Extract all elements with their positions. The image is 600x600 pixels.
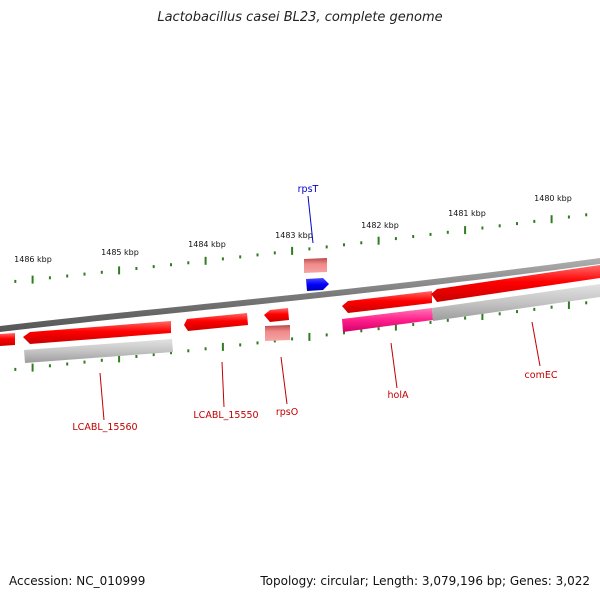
gene-label-LCABL_15550[interactable]: LCABL_15550: [193, 410, 258, 421]
tick-label-1486: 1486 kbp: [14, 255, 52, 264]
gene-label-rpsO[interactable]: rpsO: [276, 407, 298, 418]
gene-feature-LCABL_15550[interactable]: [184, 313, 248, 331]
rna-feature-rpsT: [304, 258, 327, 273]
gene-feature-comEC[interactable]: [431, 265, 600, 302]
tick-label-1484: 1484 kbp: [188, 240, 226, 249]
genome-summary: Topology: circular; Length: 3,079,196 bp…: [260, 574, 590, 588]
gene-feature-rpsO[interactable]: [264, 308, 289, 322]
leader-line-holA: [390, 342, 398, 389]
tick-label-1481: 1481 kbp: [448, 209, 486, 218]
gene-feature-holA[interactable]: [342, 291, 432, 313]
gene-label-rpsT[interactable]: rpsT: [298, 184, 319, 195]
rna-feature-rpsO: [265, 325, 290, 341]
leader-line-comEC: [531, 321, 541, 367]
leader-line-LCABL_15550: [221, 361, 225, 408]
tick-label-1485: 1485 kbp: [101, 248, 139, 257]
genome-backbone: [0, 258, 600, 332]
leader-line-rpsO: [280, 356, 288, 405]
gene-label-LCABL_15560[interactable]: LCABL_15560: [72, 422, 137, 433]
tick-label-1483: 1483 kbp: [275, 231, 313, 240]
gene-feature-rpsT[interactable]: [306, 278, 329, 291]
gene-label-comEC[interactable]: comEC: [525, 370, 558, 381]
map-title: Lactobacillus casei BL23, complete genom…: [157, 10, 443, 25]
gene-label-holA[interactable]: holA: [388, 390, 409, 401]
gray-feature-left: [24, 339, 173, 363]
pink-feature-holA: [342, 308, 433, 332]
tick-label-1482: 1482 kbp: [361, 221, 399, 230]
accession-label: Accession: NC_010999: [9, 574, 146, 588]
tick-ring-outer: [14, 213, 588, 284]
gene-feature-LCABL_15560[interactable]: [23, 321, 171, 344]
gene-feature-leftedge: [0, 333, 15, 346]
leader-line-LCABL_15560: [99, 372, 105, 421]
tick-label-1480: 1480 kbp: [534, 194, 572, 203]
gray-feature-right: [432, 284, 600, 321]
leader-line-rpsT: [307, 195, 314, 244]
